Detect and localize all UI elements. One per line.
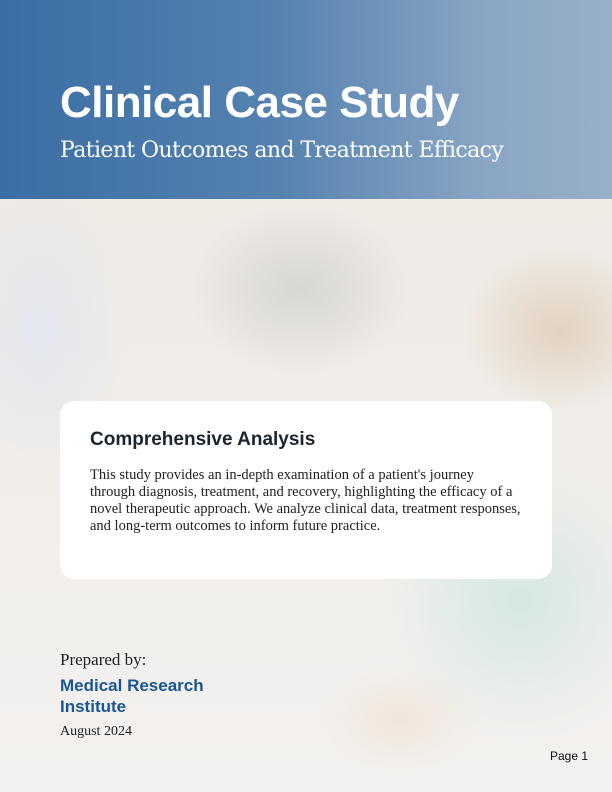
publication-date: August 2024 bbox=[60, 724, 132, 739]
document-title: Clinical Case Study bbox=[60, 78, 459, 127]
header-banner: Clinical Case Study Patient Outcomes and… bbox=[0, 0, 612, 199]
document-subtitle: Patient Outcomes and Treatment Efficacy bbox=[60, 138, 504, 163]
prepared-by-label: Prepared by: bbox=[60, 650, 147, 669]
page-number: Page 1 bbox=[550, 749, 589, 763]
summary-body: This study provides an in-depth examinat… bbox=[90, 467, 521, 534]
summary-heading: Comprehensive Analysis bbox=[90, 429, 316, 450]
organization-name: Medical Research Institute bbox=[60, 676, 204, 716]
summary-card: Comprehensive Analysis This study provid… bbox=[60, 401, 552, 579]
